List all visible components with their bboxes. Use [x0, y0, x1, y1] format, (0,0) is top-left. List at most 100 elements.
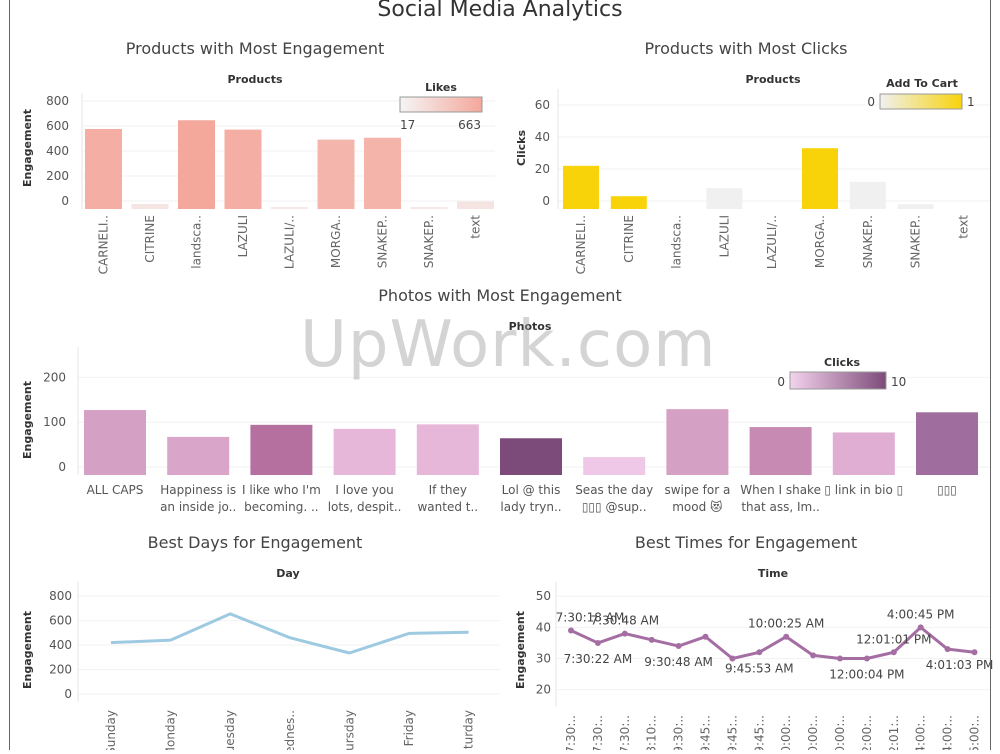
y-tick-label: 50 — [536, 589, 551, 603]
x-tick-label: uesday — [223, 710, 237, 750]
x-tick-label: When I shake — [740, 483, 821, 497]
y-tick-label: 200 — [49, 663, 72, 677]
bar — [749, 427, 812, 475]
x-tick-label: 8:10:.. — [645, 715, 659, 750]
y-tick-label: 800 — [46, 94, 69, 108]
legend-title: Clicks — [824, 356, 860, 369]
y-axis-label: Engagement — [21, 611, 34, 689]
chart-subtitle: Products — [745, 73, 801, 86]
x-tick-label: 12:00:.. — [860, 715, 874, 750]
data-label: 4:01:03 PM — [926, 658, 994, 672]
data-point — [890, 649, 897, 656]
y-tick-label: 0 — [61, 194, 69, 208]
data-point — [810, 652, 817, 659]
data-label: 7:30:48 AM — [590, 614, 659, 628]
data-point — [702, 633, 709, 640]
x-tick-label: 9:45:.. — [752, 715, 766, 750]
x-tick-label: Friday — [402, 710, 416, 746]
y-tick-label: 20 — [535, 162, 550, 176]
bar — [131, 204, 169, 209]
bar — [610, 196, 647, 209]
x-tick-label: landsca.. — [670, 215, 684, 269]
chart-subtitle: Day — [276, 567, 299, 580]
y-tick-label: 0 — [64, 687, 72, 701]
x-tick-label: lots, despit.. — [328, 500, 402, 514]
y-axis-label: Clicks — [515, 130, 528, 166]
bar — [224, 129, 262, 209]
x-tick-label: LAZULI/.. — [765, 215, 779, 269]
data-label: 10:00:25 AM — [748, 617, 824, 631]
x-tick-label: becoming. .. — [244, 500, 318, 514]
legend-max-label: 10 — [891, 375, 906, 389]
data-label: 7:30:22 AM — [564, 652, 633, 666]
data-point — [568, 627, 574, 634]
data-label: 9:30:48 AM — [644, 655, 713, 669]
chart-title: Best Times for Engagement — [635, 533, 857, 552]
x-tick-label: 7:30:.. — [618, 715, 632, 750]
x-tick-label: ▯▯▯ — [937, 483, 957, 497]
x-tick-label: I like who I'm — [242, 483, 321, 497]
bar — [317, 139, 355, 209]
data-label: 4:00:45 PM — [887, 607, 955, 621]
x-tick-label: 9:45:.. — [699, 715, 713, 750]
y-axis-label: Engagement — [21, 109, 34, 187]
bar — [706, 188, 743, 209]
x-tick-label: 10:00:.. — [806, 715, 820, 750]
y-tick-label: 20 — [536, 683, 551, 697]
x-tick-label: 9:45:.. — [725, 715, 739, 750]
x-tick-label: text — [469, 215, 483, 239]
chart-subtitle: Products — [227, 73, 283, 86]
x-tick-label: 4:00:.. — [914, 715, 928, 750]
x-tick-label: I love you — [335, 483, 393, 497]
bar — [583, 457, 646, 475]
chart-subtitle: Time — [758, 567, 788, 580]
x-tick-label: that ass, Im.. — [741, 500, 820, 514]
chart-2: Products with Most Clicks Products Clicks 0… — [515, 39, 990, 274]
bar — [364, 137, 401, 209]
y-tick-label: 60 — [535, 98, 550, 112]
bar — [85, 129, 122, 209]
chart-5: Best Times for Engagement Time Engagement 2… — [514, 533, 994, 754]
x-tick-label: ALL CAPS — [87, 483, 144, 497]
bar — [500, 438, 562, 475]
x-tick-label: Seas the day — [575, 483, 653, 497]
legend-color-ramp — [399, 96, 483, 113]
bar — [333, 428, 396, 475]
x-tick-label: 10:00:.. — [833, 715, 847, 750]
x-tick-label: CITRINE — [622, 215, 636, 263]
x-tick-label: wanted t.. — [417, 500, 478, 514]
y-tick-label: 800 — [49, 589, 72, 603]
x-tick-label: 9:30:.. — [672, 715, 686, 750]
x-tick-label: SNAKEP.. — [861, 215, 875, 268]
y-tick-label: 400 — [49, 638, 72, 652]
bar — [563, 165, 599, 209]
x-tick-label: LAZULI — [717, 215, 731, 257]
x-tick-label: If they — [429, 483, 467, 497]
bar — [457, 201, 494, 209]
data-label: 9:45:53 AM — [725, 661, 794, 675]
y-tick-label: 100 — [43, 415, 66, 429]
x-tick-label: MORGA.. — [329, 215, 343, 268]
x-tick-label: an inside jo.. — [160, 500, 236, 514]
x-tick-label: CITRINE — [143, 215, 157, 263]
data-point — [863, 655, 870, 662]
x-tick-label: 4:00:.. — [941, 715, 955, 750]
legend-title: Likes — [425, 81, 457, 94]
data-point — [837, 655, 843, 662]
data-point — [729, 655, 736, 662]
y-tick-label: 30 — [536, 652, 551, 666]
x-tick-label: CARNELI.. — [97, 215, 111, 274]
y-tick-label: 0 — [542, 194, 550, 208]
chart-1: Products with Most Engagement Products Eng… — [21, 39, 495, 274]
y-axis-label: Engagement — [21, 381, 34, 459]
dashboard-title: Social Media Analytics — [377, 0, 622, 22]
x-tick-label: LAZULI/.. — [283, 215, 297, 269]
data-point — [675, 643, 682, 650]
data-point — [621, 630, 628, 637]
bar — [410, 207, 448, 209]
legend-title: Add To Cart — [886, 77, 958, 90]
x-tick-label: swipe for a — [664, 483, 730, 497]
x-tick-label: ednes.. — [283, 710, 297, 750]
